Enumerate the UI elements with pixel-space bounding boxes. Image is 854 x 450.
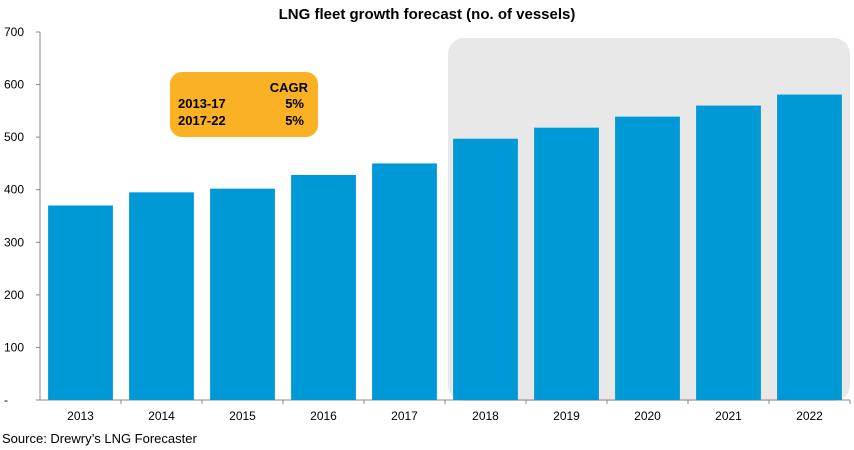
source-note: Source: Drewry’s LNG Forecaster <box>2 431 197 446</box>
bar <box>615 116 680 400</box>
bar <box>210 188 275 400</box>
bar <box>777 94 842 400</box>
y-tick-label: 400 <box>4 183 24 197</box>
cagr-header: CAGR <box>269 80 308 95</box>
x-tick-label: 2019 <box>553 409 580 423</box>
bar <box>48 205 113 400</box>
bar <box>534 127 599 401</box>
y-tick-label: - <box>4 393 8 407</box>
x-tick-label: 2018 <box>472 409 499 423</box>
y-tick-label: 200 <box>4 288 24 302</box>
x-tick-label: 2017 <box>391 409 418 423</box>
cagr-value: 5% <box>285 96 304 111</box>
y-tick-label: 700 <box>4 25 24 39</box>
cagr-value: 5% <box>285 113 304 128</box>
bar <box>129 192 194 400</box>
y-tick-label: 600 <box>4 78 24 92</box>
x-tick-label: 2020 <box>634 409 661 423</box>
x-tick-label: 2022 <box>796 409 823 423</box>
x-tick-label: 2016 <box>310 409 337 423</box>
bar <box>453 138 518 400</box>
cagr-annotation-box: CAGR 2013-17 5% 2017-22 5% <box>170 72 318 137</box>
y-tick-label: 500 <box>4 130 24 144</box>
x-tick-label: 2013 <box>67 409 94 423</box>
bar-chart: - 100 200 300 400 500 600 700 2013 2014 2015 2016 20… <box>4 25 851 423</box>
x-tick-label: 2015 <box>229 409 256 423</box>
bar <box>291 174 356 400</box>
cagr-period: 2013-17 <box>178 96 226 111</box>
bar <box>372 163 437 400</box>
x-tick-label: 2021 <box>715 409 742 423</box>
x-tick-label: 2014 <box>148 409 175 423</box>
y-tick-label: 100 <box>4 340 24 354</box>
cagr-period: 2017-22 <box>178 113 226 128</box>
chart-title: LNG fleet growth forecast (no. of vessel… <box>278 6 576 23</box>
bar <box>696 105 761 400</box>
y-tick-label: 300 <box>4 235 24 249</box>
